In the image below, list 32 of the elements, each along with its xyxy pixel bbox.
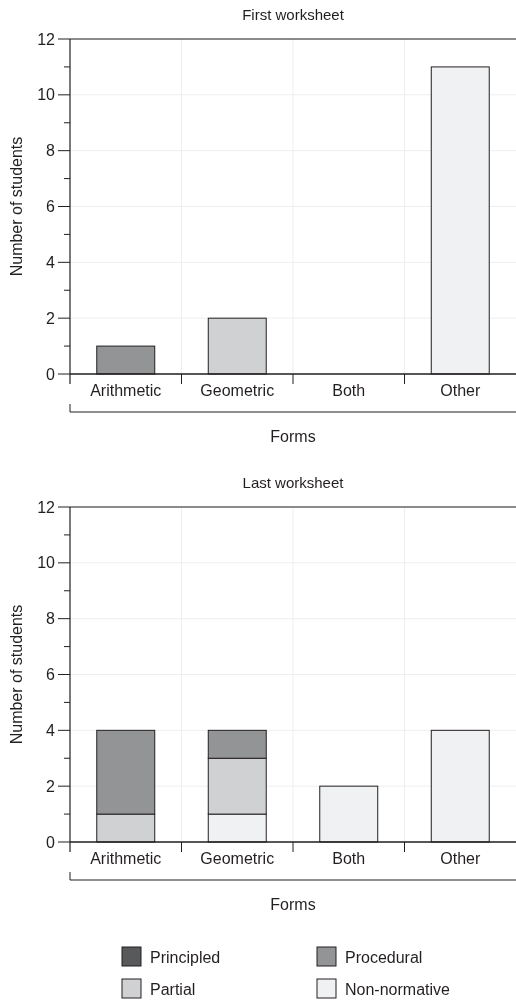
y-tick-label: 4 <box>46 253 56 271</box>
y-tick-label: 4 <box>46 721 56 739</box>
x-tick-label: Geometric <box>200 382 275 399</box>
chart-title: Last worksheet <box>242 474 345 491</box>
x-axis-title: Forms <box>270 896 316 913</box>
y-tick-label: 10 <box>37 86 56 104</box>
y-axis-title: Number of students <box>8 604 25 745</box>
x-tick-label: Other <box>440 382 481 399</box>
chart-title: First worksheet <box>242 6 345 23</box>
legend-label: Procedural <box>345 948 423 966</box>
y-tick-label: 8 <box>46 142 56 160</box>
y-tick-label: 0 <box>46 365 56 383</box>
legend-label: Non-normative <box>345 980 451 998</box>
y-tick-label: 2 <box>46 309 56 327</box>
x-tick-label: Other <box>440 850 481 867</box>
legend-label: Partial <box>150 980 196 998</box>
y-tick-label: 8 <box>46 610 56 628</box>
y-axis-title: Number of students <box>8 136 25 277</box>
x-tick-label: Both <box>332 850 366 867</box>
y-tick-label: 0 <box>46 833 56 851</box>
y-tick-label: 12 <box>37 30 56 48</box>
y-tick-label: 6 <box>46 198 56 216</box>
x-tick-label: Geometric <box>200 850 275 867</box>
legend-label: Principled <box>150 948 221 966</box>
y-tick-label: 12 <box>37 498 56 516</box>
y-tick-label: 2 <box>46 777 56 795</box>
y-tick-label: 10 <box>37 554 56 572</box>
x-axis-title: Forms <box>270 428 316 445</box>
x-tick-label: Arithmetic <box>90 850 162 867</box>
y-tick-label: 6 <box>46 666 56 684</box>
x-tick-label: Both <box>332 382 366 399</box>
x-tick-label: Arithmetic <box>90 382 162 399</box>
